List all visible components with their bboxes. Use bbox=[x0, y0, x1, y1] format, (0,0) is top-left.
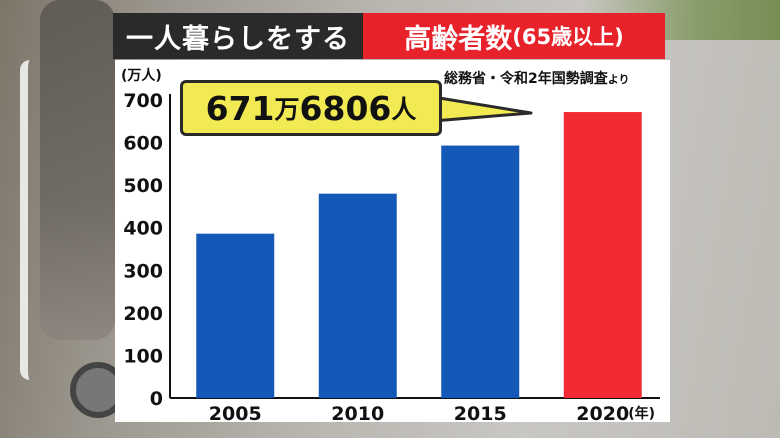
x-tick-label: 2010 bbox=[331, 403, 384, 422]
callout-unit2: 人 bbox=[391, 95, 417, 124]
callout-main: 671 bbox=[205, 88, 275, 128]
source-suffix: より bbox=[607, 73, 630, 86]
title-right: 高齢者数 (65歳以上) bbox=[363, 13, 665, 59]
x-axis-unit-label: (年) bbox=[628, 405, 655, 422]
bar-2020 bbox=[563, 112, 642, 399]
bar-chart: (万人) 0 100 200 300 400 500 600 700 2005 2010 2015 20… bbox=[121, 67, 660, 422]
y-tick-label: 0 bbox=[150, 388, 163, 410]
y-tick-label: 700 bbox=[123, 90, 163, 112]
callout-box: 671 万 6806 人 bbox=[180, 80, 442, 136]
title-left: 一人暮らしをする bbox=[113, 13, 363, 59]
y-tick-label: 200 bbox=[123, 303, 163, 325]
title-right-main: 高齢者数 bbox=[404, 23, 513, 55]
y-tick-label: 100 bbox=[123, 345, 163, 367]
chart-panel: (万人) 0 100 200 300 400 500 600 700 2005 2010 2015 20… bbox=[115, 60, 670, 422]
callout-sub: 6806 bbox=[299, 88, 392, 128]
source-note: 総務省・令和2年国勢調査より bbox=[444, 68, 630, 88]
y-tick-label: 300 bbox=[123, 260, 163, 282]
x-tick-label: 2020 bbox=[576, 403, 629, 422]
y-tick-label: 500 bbox=[123, 175, 163, 197]
bar-2010 bbox=[318, 193, 397, 398]
rollator-frame bbox=[20, 60, 98, 380]
x-tick-label: 2005 bbox=[209, 403, 262, 422]
person-silhouette bbox=[40, 0, 115, 340]
title-right-paren: (65歳以上) bbox=[512, 25, 624, 49]
bar-2005 bbox=[196, 233, 275, 398]
y-axis-unit-label: (万人) bbox=[121, 67, 162, 84]
source-text: 総務省・令和2年国勢調査 bbox=[444, 71, 608, 87]
callout-pointer bbox=[433, 95, 533, 123]
y-tick-label: 600 bbox=[123, 133, 163, 155]
callout-unit1: 万 bbox=[274, 95, 300, 124]
bar-2015 bbox=[441, 145, 520, 398]
x-tick-label: 2015 bbox=[454, 403, 507, 422]
y-tick-label: 400 bbox=[123, 218, 163, 240]
